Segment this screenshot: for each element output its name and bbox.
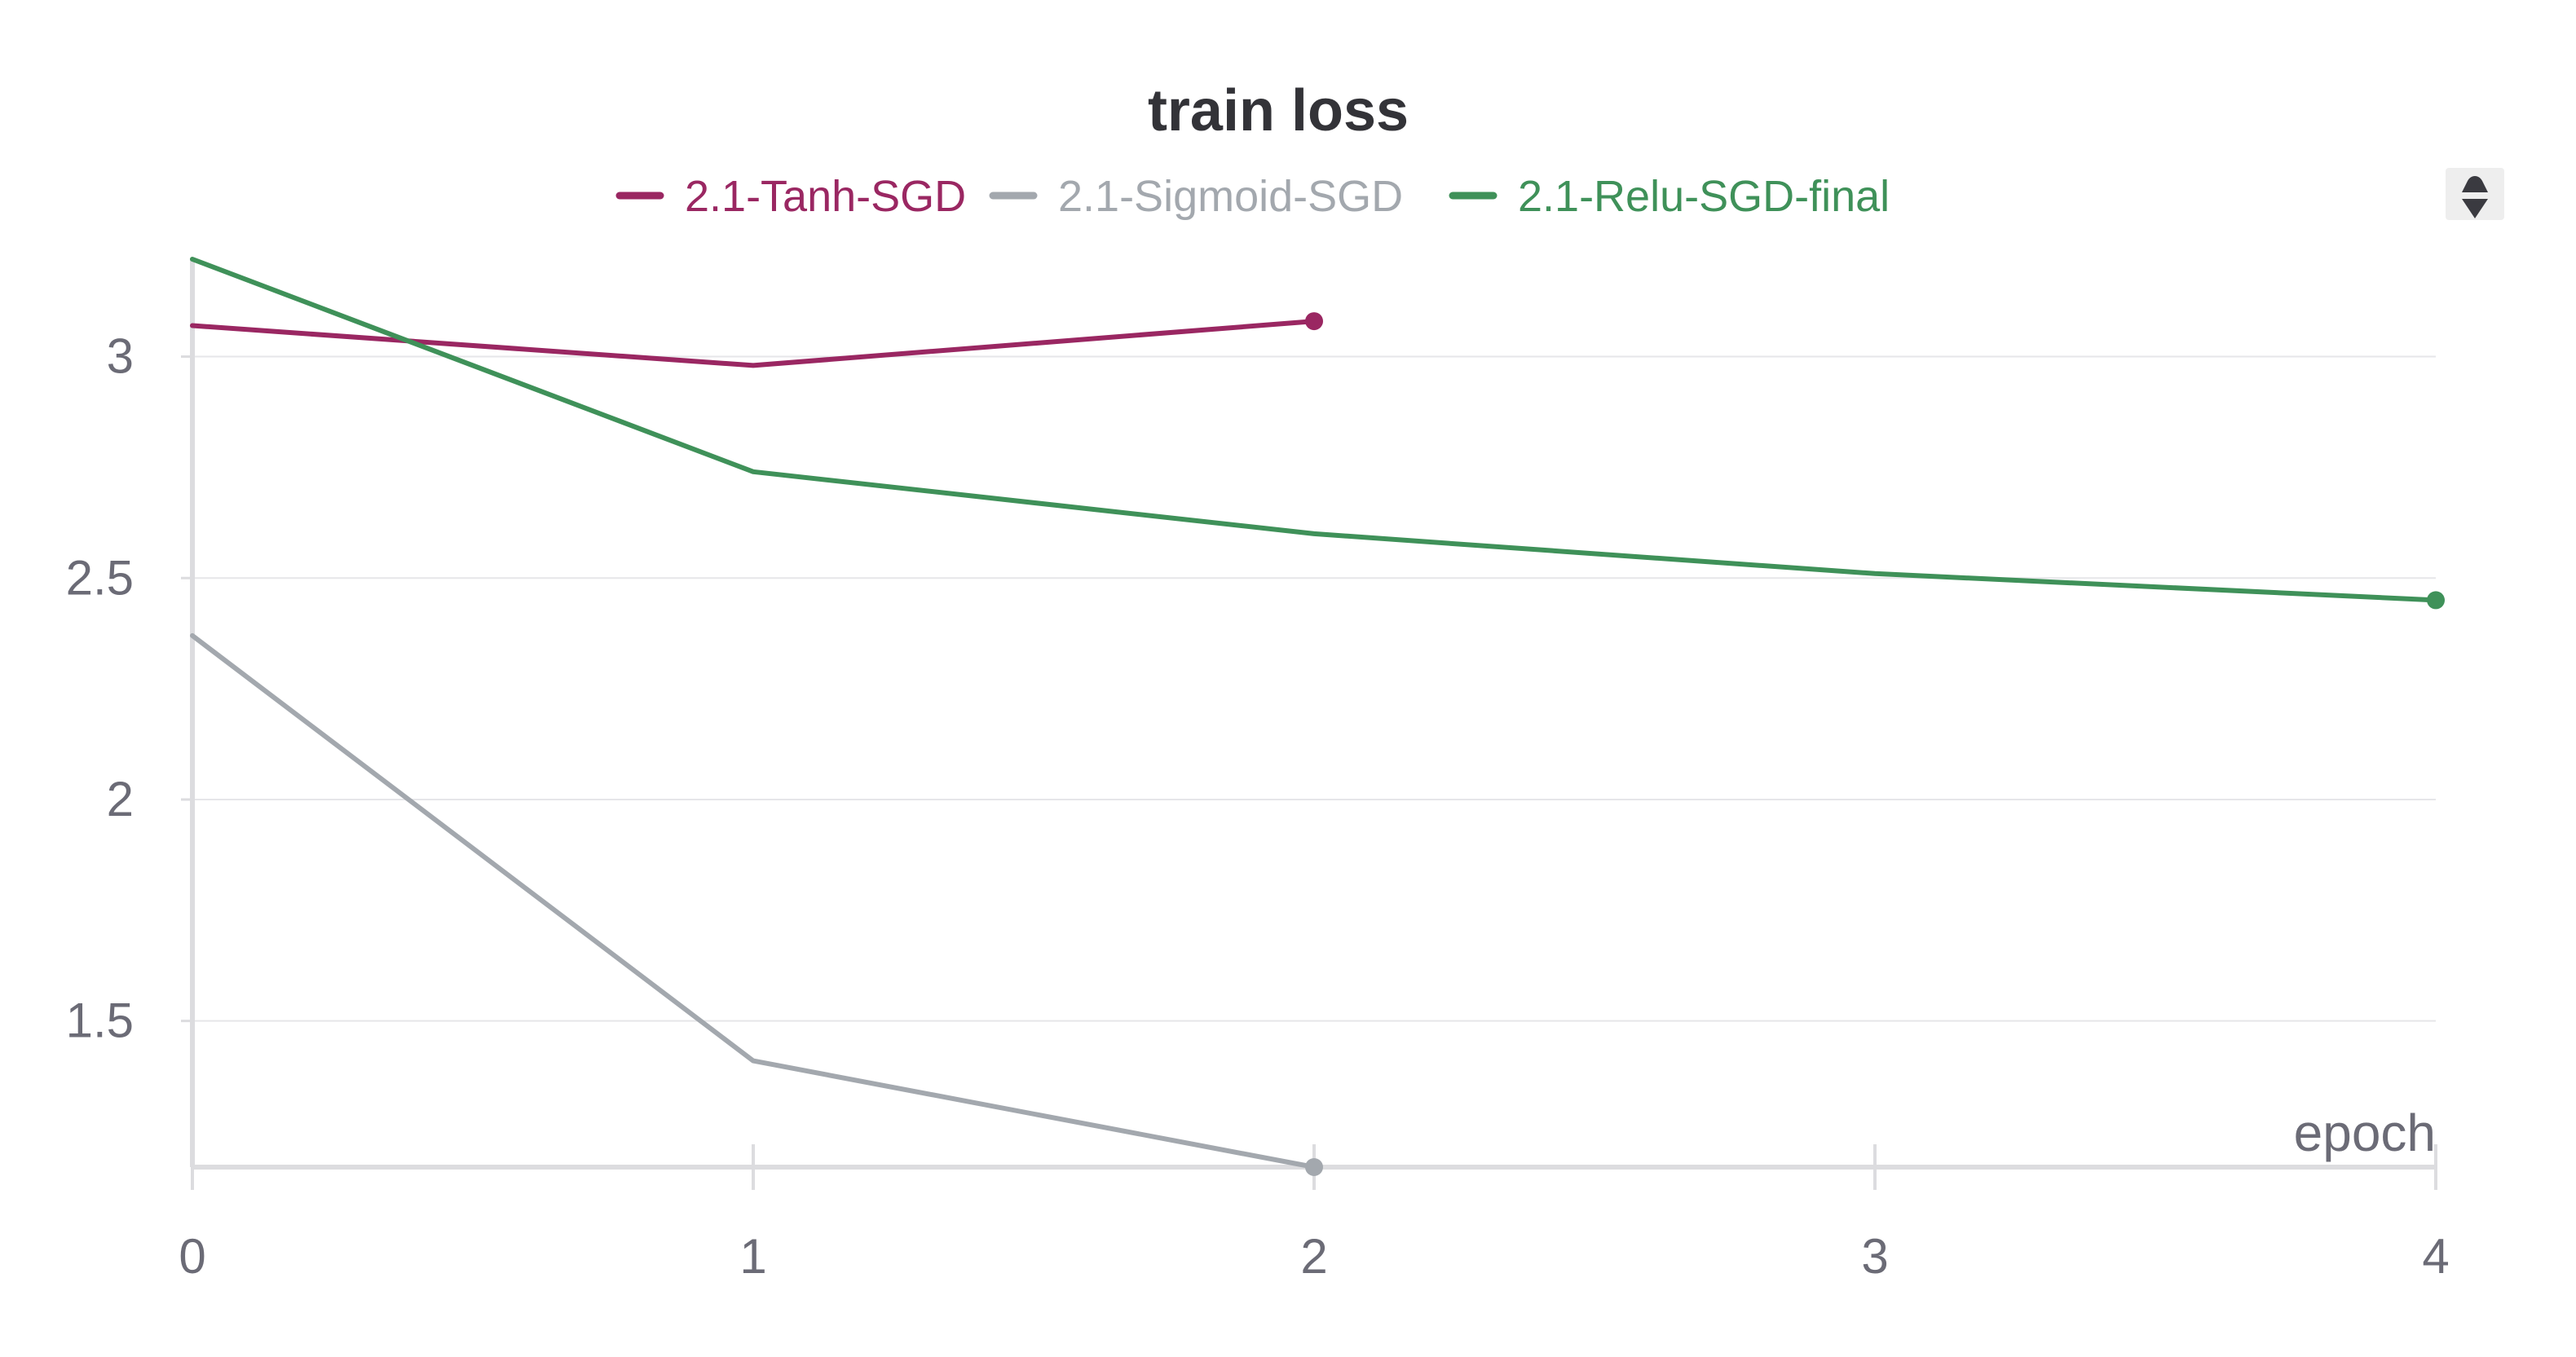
series-end-point-0: [1305, 312, 1323, 331]
y-tick-label-1: 2: [107, 772, 134, 826]
series-line-0: [190, 319, 1317, 368]
series-end-point-1: [1305, 1158, 1323, 1176]
legend-label-2: 2.1-Relu-SGD-final: [1518, 172, 1890, 221]
x-tick-label-1: 1: [739, 1229, 766, 1284]
x-tick-label-3: 3: [1861, 1229, 1888, 1284]
grid: [192, 355, 2436, 1022]
legend-label-0: 2.1-Tanh-SGD: [685, 172, 966, 221]
axes: 1.5 2 2.5 3 0 1 2 3 4: [66, 259, 2450, 1284]
x-tick-label-2: 2: [1300, 1229, 1327, 1284]
legend-entry-1[interactable]: 2.1-Sigmoid-SGD: [989, 172, 1403, 221]
legend-entry-2[interactable]: 2.1-Relu-SGD-final: [1449, 172, 1890, 221]
legend-scroll-button-bg[interactable]: [2446, 168, 2504, 220]
legend-scroll-button[interactable]: [2446, 168, 2504, 220]
legend-entry-0[interactable]: 2.1-Tanh-SGD: [615, 172, 966, 221]
x-axis-label: epoch: [2294, 1104, 2436, 1162]
y-tick-label-0: 1.5: [66, 994, 134, 1048]
up-down-chevron-icon[interactable]: [2462, 176, 2488, 218]
legend: 2.1-Tanh-SGD 2.1-Sigmoid-SGD 2.1-Relu-SGD-…: [615, 172, 1890, 221]
series-layer: [190, 257, 2445, 1176]
series-line-1: [190, 632, 1317, 1170]
chart-title: train loss: [1148, 78, 1409, 143]
x-tick-label-0: 0: [179, 1229, 205, 1284]
legend-label-1: 2.1-Sigmoid-SGD: [1058, 172, 1403, 221]
series-line-2: [190, 257, 2438, 603]
series-end-point-2: [2427, 591, 2445, 610]
x-tick-label-4: 4: [2422, 1229, 2449, 1284]
y-tick-label-3: 3: [107, 329, 134, 384]
y-tick-label-2: 2.5: [66, 550, 134, 605]
